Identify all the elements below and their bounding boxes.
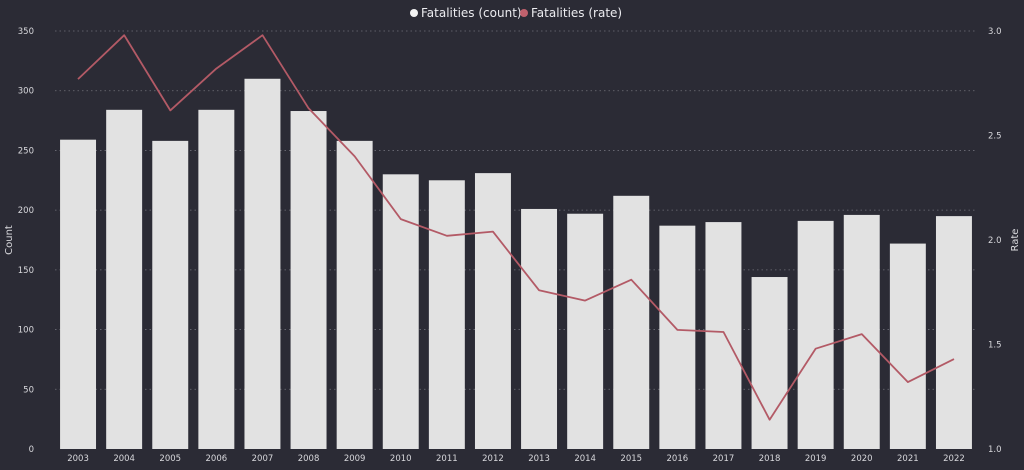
rate-point-2017[interactable] (721, 329, 726, 334)
bar-2021[interactable] (889, 243, 926, 449)
rate-point-2022[interactable] (951, 357, 956, 362)
x-tick-label: 2021 (897, 454, 919, 464)
bar-2020[interactable] (843, 214, 880, 449)
legend-label-rate: Fatalities (rate) (531, 6, 622, 20)
rate-point-2005[interactable] (168, 108, 173, 113)
y-tick-label-right: 2.5 (988, 132, 1002, 142)
bar-2006[interactable] (198, 109, 235, 449)
legend-label-count: Fatalities (count) (421, 6, 522, 20)
x-tick-label: 2013 (528, 454, 550, 464)
bar-2017[interactable] (705, 222, 742, 449)
y-tick-label-left: 300 (18, 87, 34, 97)
bar-2003[interactable] (60, 139, 97, 449)
x-tick-label: 2008 (298, 454, 320, 464)
x-tick-label: 2017 (713, 454, 735, 464)
rate-point-2006[interactable] (214, 66, 219, 71)
x-tick-label: 2018 (759, 454, 781, 464)
legend[interactable]: Fatalities (count) Fatalities (rate) (410, 6, 622, 20)
x-tick-label: 2010 (390, 454, 412, 464)
rate-point-2013[interactable] (537, 288, 542, 293)
y-tick-label-left: 250 (18, 146, 34, 156)
bar-2018[interactable] (751, 277, 788, 449)
x-axis-ticks: 2003 2004 2005 2006 2007 2008 2009 2010 2011 2012… (67, 454, 965, 464)
bar-2004[interactable] (106, 109, 143, 449)
rate-point-2016[interactable] (675, 327, 680, 332)
rate-point-2014[interactable] (583, 298, 588, 303)
y-tick-label-right: 1.5 (988, 341, 1002, 351)
x-tick-label: 2022 (943, 454, 965, 464)
bar-2005[interactable] (152, 140, 189, 450)
rate-point-2011[interactable] (444, 233, 449, 238)
legend-marker-rate (520, 9, 528, 17)
rate-point-2007[interactable] (260, 33, 265, 38)
bar-2013[interactable] (521, 208, 558, 449)
x-tick-label: 2019 (805, 454, 827, 464)
bar-2008[interactable] (290, 111, 327, 449)
y-tick-label-left: 350 (18, 27, 34, 37)
y-tick-label-right: 2.0 (988, 236, 1002, 246)
y-axis-title-left: Count (4, 225, 15, 255)
x-tick-label: 2016 (667, 454, 689, 464)
bar-2009[interactable] (336, 140, 373, 450)
bar-2010[interactable] (382, 174, 419, 450)
x-tick-label: 2011 (436, 454, 458, 464)
right-axis-ticks: 1.0 1.5 2.0 2.5 3.0 (988, 27, 1002, 455)
rate-point-2009[interactable] (352, 154, 357, 159)
bars (60, 78, 972, 450)
rate-point-2020[interactable] (859, 332, 864, 337)
rate-point-2008[interactable] (306, 106, 311, 111)
y-tick-label-left: 100 (18, 326, 34, 336)
legend-marker-count (410, 9, 418, 17)
x-tick-label: 2003 (67, 454, 89, 464)
bar-2016[interactable] (659, 225, 696, 449)
rate-point-2021[interactable] (905, 380, 910, 385)
bar-2012[interactable] (474, 173, 511, 449)
x-tick-label: 2004 (113, 454, 135, 464)
bar-2014[interactable] (567, 213, 604, 449)
x-tick-label: 2020 (851, 454, 873, 464)
x-tick-label: 2009 (344, 454, 366, 464)
left-axis-ticks: 0 50 100 150 200 250 300 350 (18, 27, 34, 455)
bar-2011[interactable] (428, 180, 465, 450)
rate-point-2018[interactable] (767, 417, 772, 422)
rate-point-2012[interactable] (490, 229, 495, 234)
x-tick-label: 2005 (159, 454, 181, 464)
bar-2015[interactable] (613, 195, 650, 449)
gridlines (55, 30, 977, 390)
bar-2007[interactable] (244, 78, 281, 450)
rate-point-2003[interactable] (76, 77, 81, 82)
rate-point-2019[interactable] (813, 346, 818, 351)
y-tick-label-left: 150 (18, 266, 34, 276)
x-tick-label: 2014 (574, 454, 596, 464)
rate-line[interactable] (77, 34, 955, 421)
bar-2019[interactable] (797, 220, 834, 449)
y-tick-label-right: 1.0 (988, 445, 1002, 455)
y-tick-label-left: 50 (23, 385, 34, 395)
rate-point-2010[interactable] (398, 217, 403, 222)
y-tick-label-left: 0 (29, 445, 34, 455)
x-tick-label: 2007 (252, 454, 274, 464)
rate-point-2004[interactable] (122, 33, 127, 38)
y-tick-label-right: 3.0 (988, 27, 1002, 37)
x-tick-label: 2015 (620, 454, 642, 464)
bar-2022[interactable] (935, 216, 972, 449)
x-tick-label: 2006 (206, 454, 228, 464)
y-tick-label-left: 200 (18, 206, 34, 216)
x-tick-label: 2012 (482, 454, 504, 464)
rate-point-2015[interactable] (629, 277, 634, 282)
y-axis-title-right: Rate (1010, 229, 1021, 252)
